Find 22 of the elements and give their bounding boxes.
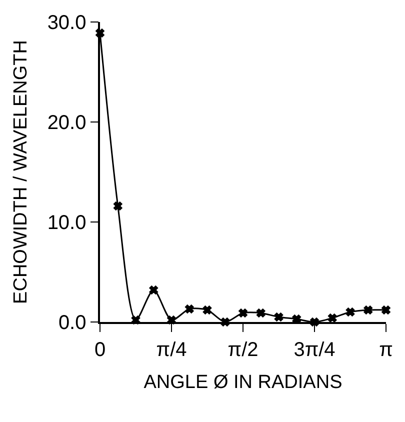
y-axis-title: ECHOWIDTH / WAVELENGTH xyxy=(10,40,32,304)
y-tick-label: 30.0 xyxy=(47,12,86,34)
point xyxy=(346,308,355,316)
point xyxy=(382,306,390,314)
point xyxy=(113,202,122,210)
point xyxy=(256,308,266,318)
point xyxy=(364,306,373,314)
x-tick-label: 0 xyxy=(94,338,106,361)
point xyxy=(274,312,284,322)
point xyxy=(202,306,212,314)
point xyxy=(238,308,248,318)
x-tick-label: π xyxy=(379,338,393,361)
point xyxy=(328,314,337,322)
point xyxy=(184,304,194,314)
y-tick-label: 0.0 xyxy=(58,312,86,334)
x-tick-label: π/4 xyxy=(156,338,187,361)
x-tick-label: 3π/4 xyxy=(294,338,336,361)
y-tick-label: 20.0 xyxy=(47,112,86,134)
x-axis-title: ANGLE Ø IN RADIANS xyxy=(144,372,342,394)
point xyxy=(149,286,158,294)
x-tick-label: π/2 xyxy=(228,338,258,361)
y-tick-label: 10.0 xyxy=(47,212,86,234)
